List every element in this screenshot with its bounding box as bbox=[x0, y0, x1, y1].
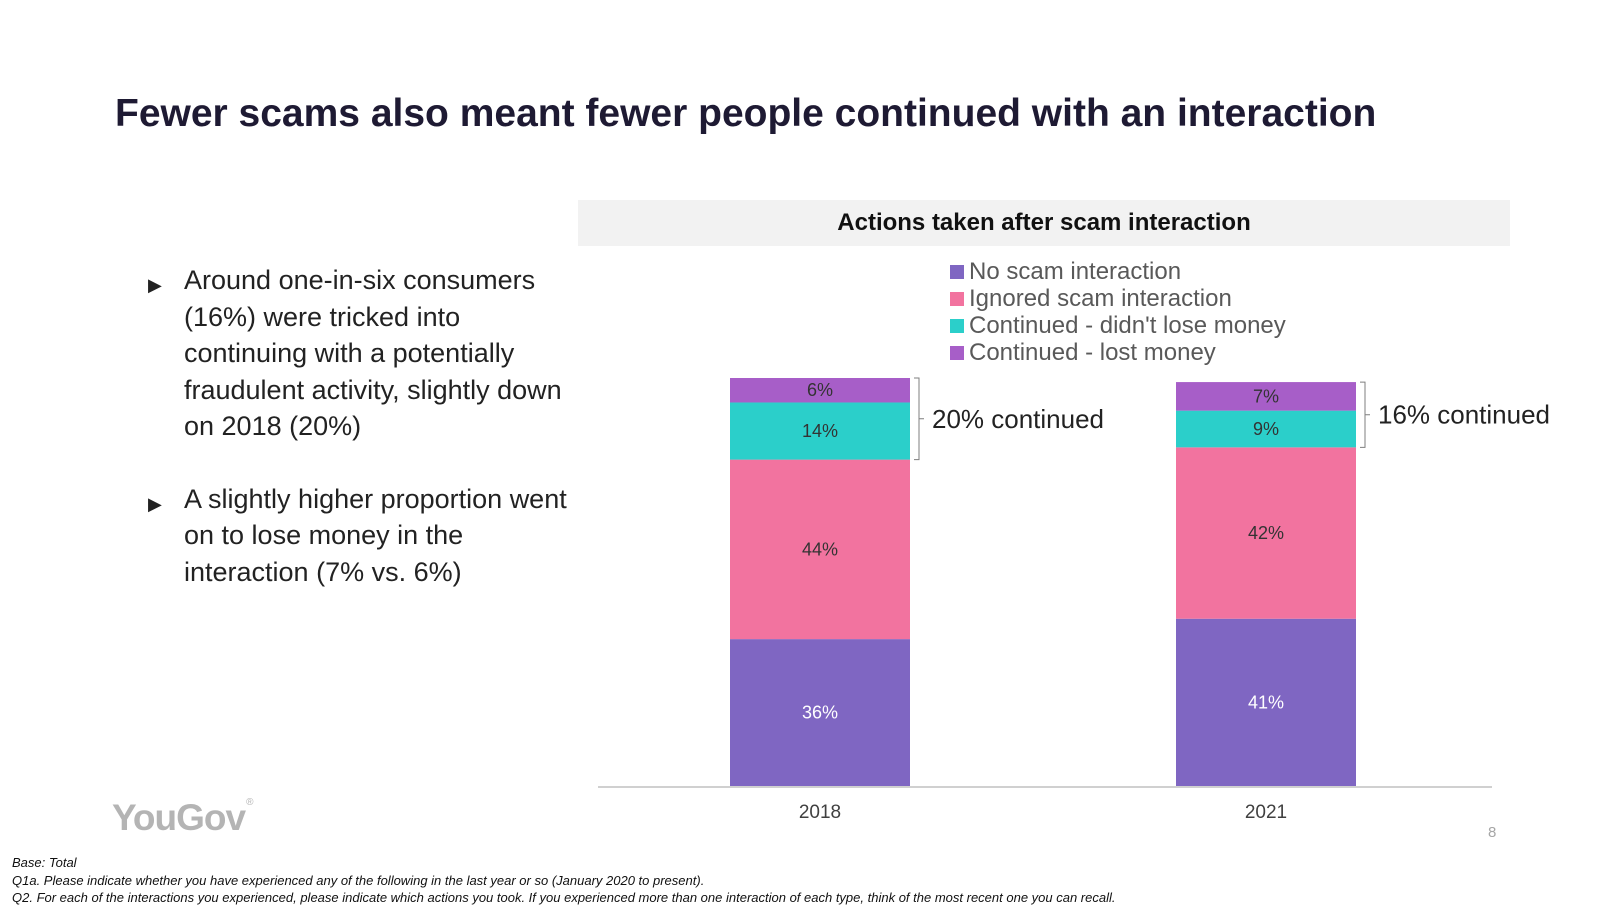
bar-segment bbox=[730, 378, 910, 403]
legend-item: No scam interaction bbox=[950, 258, 1286, 285]
triangle-right-icon: ▶ bbox=[148, 275, 162, 295]
data-label: 41% bbox=[1248, 692, 1284, 712]
data-label: 9% bbox=[1253, 419, 1279, 439]
bar-segment bbox=[730, 459, 910, 640]
bullet-item: ▶ Around one-in-six consumers (16%) were… bbox=[148, 262, 578, 445]
legend-label: No scam interaction bbox=[969, 257, 1182, 285]
bullet-list: ▶ Around one-in-six consumers (16%) were… bbox=[148, 262, 578, 590]
continued-bracket bbox=[914, 377, 924, 461]
chart-title: Actions taken after scam interaction bbox=[578, 200, 1510, 246]
data-label: 7% bbox=[1253, 386, 1279, 406]
legend-swatch bbox=[950, 291, 964, 306]
data-label: 44% bbox=[802, 539, 838, 559]
bullet-item: ▶ A slightly higher proportion went on t… bbox=[148, 481, 578, 591]
bullet-text: A slightly higher proportion went on to … bbox=[184, 483, 567, 587]
bullet-text: Around one-in-six consumers (16%) were t… bbox=[184, 265, 562, 441]
triangle-right-icon: ▶ bbox=[148, 493, 162, 514]
legend-swatch bbox=[950, 345, 964, 360]
chart-legend: No scam interaction Ignored scam interac… bbox=[950, 258, 1286, 366]
legend-swatch bbox=[950, 264, 964, 279]
legend-item: Ignored scam interaction bbox=[950, 285, 1286, 312]
bar-segment bbox=[1176, 382, 1356, 411]
data-label: 36% bbox=[802, 703, 838, 723]
legend-label: Ignored scam interaction bbox=[969, 284, 1232, 312]
yougov-logo: YouGov® bbox=[112, 797, 254, 838]
legend-item: Continued - didn't lose money bbox=[950, 312, 1286, 339]
bar-segment bbox=[1176, 618, 1356, 786]
slide-title: Fewer scams also meant fewer people cont… bbox=[115, 92, 1377, 135]
bar-segment bbox=[1176, 410, 1356, 448]
x-tick-label: 2018 bbox=[799, 802, 841, 823]
data-label: 42% bbox=[1248, 523, 1284, 543]
data-label: 6% bbox=[807, 380, 833, 400]
page-number: 8 bbox=[1488, 824, 1497, 841]
legend-label: Continued - lost money bbox=[969, 338, 1216, 366]
legend-swatch bbox=[950, 318, 964, 333]
legend-label: Continued - didn't lose money bbox=[969, 311, 1286, 339]
footnote-q2: Q2. For each of the interactions you exp… bbox=[12, 890, 1116, 905]
data-label: 14% bbox=[802, 421, 838, 441]
footnote-base: Base: Total bbox=[12, 855, 77, 870]
continued-annotation: 20% continued bbox=[932, 404, 1104, 434]
x-tick-label: 2021 bbox=[1245, 802, 1287, 823]
continued-bracket bbox=[1360, 381, 1370, 448]
legend-item: Continued - lost money bbox=[950, 339, 1286, 366]
footnote-q1a: Q1a. Please indicate whether you have ex… bbox=[12, 872, 705, 888]
bar-segment bbox=[1176, 447, 1356, 619]
continued-annotation: 16% continued bbox=[1378, 400, 1550, 430]
bar-segment bbox=[730, 402, 910, 460]
footnotes: Base: Total Q1a. Please indicate whether… bbox=[12, 854, 1115, 907]
bar-segment bbox=[730, 639, 910, 786]
